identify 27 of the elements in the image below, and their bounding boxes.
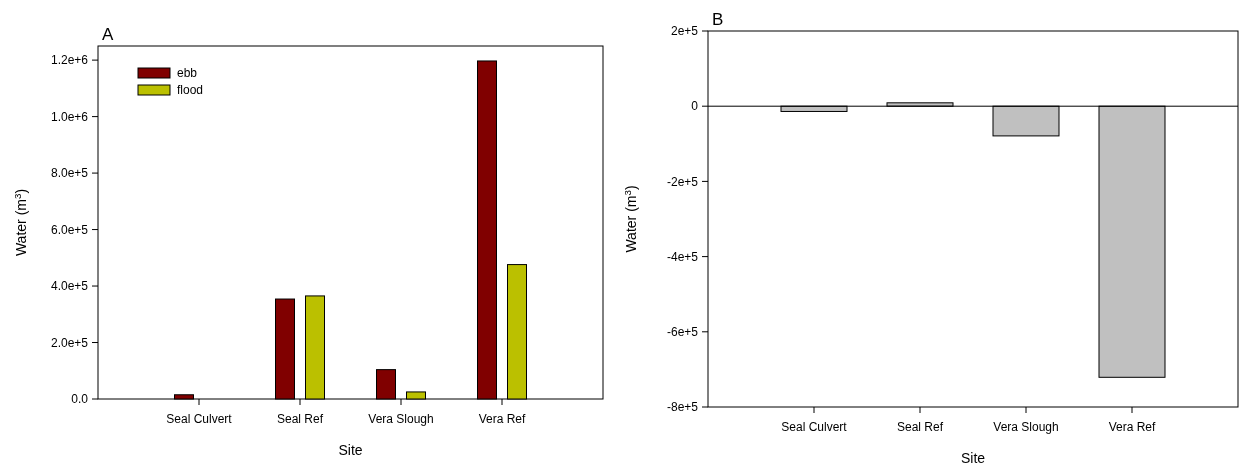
y-tick-label: 1.0e+6 xyxy=(50,109,89,124)
x-tick-label: Seal Culvert xyxy=(781,420,848,434)
y-tick-label: 6.0e+5 xyxy=(50,222,89,237)
x-axis-title: Site xyxy=(338,442,363,458)
y-tick-label: -8e+5 xyxy=(666,400,699,415)
x-tick-label: Seal Ref xyxy=(276,412,324,426)
x-tick-label: Vera Ref xyxy=(478,412,527,426)
y-tick-label: -2e+5 xyxy=(666,174,699,189)
x-tick-label: Vera Slough xyxy=(993,420,1059,434)
chart-title: B xyxy=(712,10,724,29)
x-axis-title: Site xyxy=(960,450,986,466)
y-tick-label: -6e+5 xyxy=(666,325,699,339)
y-tick-label: 1.2e+6 xyxy=(50,53,89,68)
chart-title: A xyxy=(102,25,114,44)
x-tick-label: Seal Culvert xyxy=(166,412,233,426)
y-tick-label: 2.0e+5 xyxy=(50,335,89,350)
y-tick-label: 0 xyxy=(691,99,699,114)
x-tick-label: Seal Ref xyxy=(896,420,944,434)
y-tick-label: 4.0e+5 xyxy=(50,279,89,294)
y-tick-label: 8.0e+5 xyxy=(50,166,89,181)
legend-label: ebb xyxy=(177,66,198,81)
y-tick-label: -4e+5 xyxy=(666,249,699,264)
y-tick-label: 2e+5 xyxy=(670,24,699,39)
x-tick-label: Vera Slough xyxy=(368,412,434,426)
legend-label: flood xyxy=(177,83,204,98)
x-tick-label: Vera Ref xyxy=(1108,420,1157,434)
y-tick-label: 0.0 xyxy=(71,392,89,407)
